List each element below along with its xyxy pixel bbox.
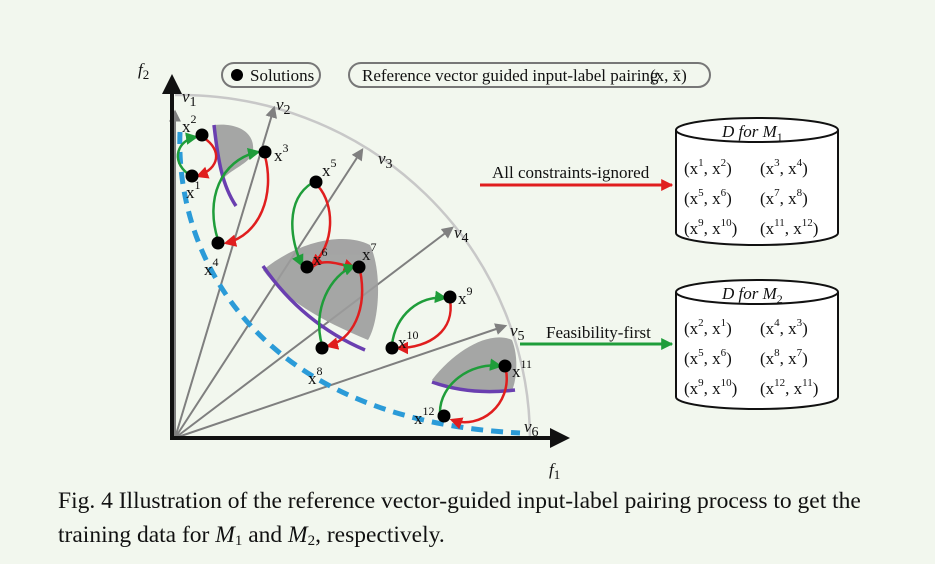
label-x5: x5 [322, 156, 337, 180]
label-x4: x4 [204, 255, 219, 279]
point-x12 [437, 409, 451, 423]
red-arc-9-10 [395, 299, 452, 355]
figure-caption: Fig. 4 Illustration of the reference vec… [58, 484, 928, 558]
label-x2: x2 [182, 112, 197, 136]
point-x1 [185, 169, 199, 183]
red-arc-7-8 [325, 269, 364, 350]
vector-label-v4: v4 [454, 223, 469, 246]
green-arc-10-9 [390, 290, 448, 346]
caption-m1-sub: 1 [234, 533, 243, 549]
caption-m2: M [288, 522, 308, 548]
legend-pairing-label: Reference vector guided input-label pair… [362, 66, 659, 85]
dataset-m1-title: D for M1 [721, 122, 783, 144]
all-constraints-ignored-label: All constraints-ignored [492, 163, 650, 182]
caption-m2-sub: 2 [307, 533, 316, 549]
green-arc-4-3 [212, 147, 261, 241]
vector-v4 [174, 226, 454, 439]
pair-1-3-2: (x11, x12) [760, 217, 818, 238]
pair-2-1-1: (x2, x1) [684, 317, 732, 338]
vector-label-v5: v5 [510, 321, 525, 344]
pair-1-1-1: (x1, x2) [684, 157, 732, 178]
y-axis-label: f2 [138, 60, 149, 82]
reference-vectors [169, 105, 508, 439]
vector-label-v1: v1 [182, 87, 197, 110]
point-x6 [300, 260, 314, 274]
pair-2-3-1: (x9, x10) [684, 377, 737, 398]
pair-1-2-1: (x5, x6) [684, 187, 732, 208]
pair-1-2-2: (x7, x8) [760, 187, 808, 208]
vector-label-v2: v2 [276, 95, 291, 118]
label-x6: x6 [313, 245, 328, 269]
caption-text-2: , respectively. [315, 522, 445, 548]
green-arc-5-6 [291, 181, 313, 268]
constraint-boundaries [212, 124, 516, 394]
red-arc-2-1 [195, 136, 218, 179]
dataset-m1: D for M1 (x1, x2) (x3, x4) (x5, x6) (x7, x8… [675, 117, 839, 246]
label-x7: x7 [362, 240, 377, 264]
solution-labels: x1 x2 x3 x4 x5 x6 x7 x8 x9 x10 x11 x12 [182, 112, 532, 428]
flow-arrows: All constraints-ignored Feasibility-firs… [480, 163, 674, 350]
label-x8: x8 [308, 364, 323, 388]
legend-pairing-box [348, 62, 711, 88]
diagram: f2 f1 v1 v2 v3 v4 v5 v6 [138, 60, 839, 480]
pair-2-3-2: (x12, x11) [760, 377, 818, 398]
legend-solutions-dot [231, 69, 243, 81]
axes [162, 74, 570, 448]
point-x7 [352, 260, 366, 274]
red-arc-3-4 [223, 155, 270, 247]
label-x3: x3 [274, 141, 289, 165]
caption-m1: M [215, 522, 235, 548]
pair-2-2-1: (x5, x6) [684, 347, 732, 368]
legend-solutions-box [221, 62, 321, 88]
vector-labels: v1 v2 v3 v4 v5 v6 [182, 87, 539, 440]
pairing-arrows [176, 132, 508, 430]
point-x4 [211, 236, 225, 250]
legend-solutions-label: Solutions [250, 66, 314, 85]
point-x8 [315, 341, 329, 355]
vector-label-v3: v3 [378, 149, 393, 172]
label-x11: x11 [512, 357, 532, 381]
pair-2-2-2: (x8, x7) [760, 347, 808, 368]
pair-1-3-1: (x9, x10) [684, 217, 737, 238]
pareto-front [177, 131, 521, 436]
solution-points [185, 128, 512, 423]
legend: Solutions Reference vector guided input-… [221, 62, 711, 88]
red-arc-6-5 [310, 185, 332, 267]
green-arc-12-11 [438, 358, 503, 413]
point-x3 [258, 145, 272, 159]
feasibility-first-label: Feasibility-first [546, 323, 651, 342]
pair-2-1-2: (x4, x3) [760, 317, 808, 338]
red-arc-11-12 [449, 369, 508, 430]
label-x12: x12 [414, 404, 435, 428]
reference-arc [174, 93, 532, 441]
point-x9 [443, 290, 457, 304]
pair-1-1-2: (x3, x4) [760, 157, 808, 178]
vector-v3 [174, 147, 364, 439]
point-x10 [385, 341, 399, 355]
label-x9: x9 [458, 284, 473, 308]
point-x5 [309, 175, 323, 189]
point-x2 [195, 128, 209, 142]
green-arc-8-7 [317, 263, 357, 346]
caption-and: and [242, 522, 289, 548]
label-x10: x10 [398, 328, 419, 352]
vector-v2 [174, 105, 277, 439]
vector-v5 [174, 323, 508, 439]
green-arc-1-2 [176, 132, 199, 175]
caption-text-1: Fig. 4 Illustration of the reference vec… [58, 488, 861, 548]
dataset-m2-title: D for M2 [721, 284, 783, 306]
point-x11 [498, 359, 512, 373]
x-axis-label: f1 [549, 460, 560, 480]
label-x1: x1 [186, 178, 201, 202]
dataset-m2: D for M2 (x2, x1) (x4, x3) (x5, x6) (x8, x7… [675, 279, 839, 410]
legend-pair-notation: (x, x̄) [650, 66, 687, 85]
vector-label-v6: v6 [524, 417, 539, 440]
